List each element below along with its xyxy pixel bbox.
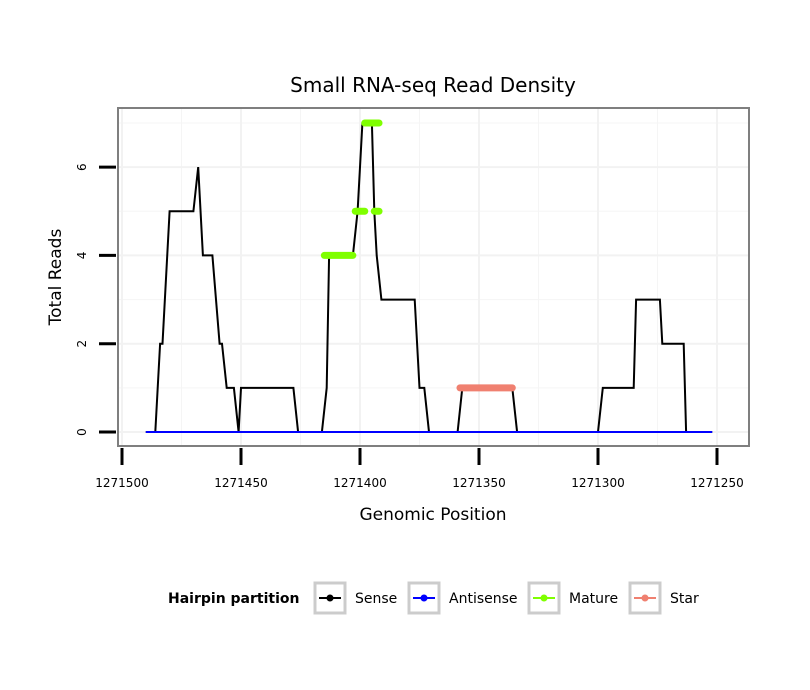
- plot-panel-border: [117, 107, 750, 447]
- chart-title: Small RNA-seq Read Density: [290, 73, 576, 97]
- legend-key-dot-star: [641, 594, 649, 602]
- x-tick-label: 1271400: [333, 476, 386, 490]
- legend-label-sense: Sense: [355, 591, 397, 607]
- x-axis: 1271500 1271450 1271400 1271350 1271300 12712…: [95, 448, 744, 490]
- plot-panel: [118, 108, 749, 446]
- x-tick-label: 1271300: [571, 476, 624, 490]
- minor-gridlines: [118, 108, 749, 446]
- legend-key-dot-mature: [540, 594, 548, 602]
- x-tick-label: 1271250: [690, 476, 743, 490]
- legend-label-star: Star: [670, 591, 699, 607]
- legend-key-dot-sense: [326, 594, 334, 602]
- legend-title: Hairpin partition: [168, 591, 299, 607]
- y-tick-label: 2: [75, 340, 89, 348]
- x-tick-label: 1271500: [95, 476, 148, 490]
- x-tick-label: 1271350: [452, 476, 505, 490]
- y-tick-label: 4: [75, 252, 89, 260]
- x-axis-title: Genomic Position: [359, 505, 506, 525]
- y-tick-label: 0: [75, 428, 89, 436]
- y-tick-label: 6: [75, 163, 89, 171]
- series-line-sense: [145, 122, 713, 433]
- x-tick-label: 1271450: [214, 476, 267, 490]
- legend: Hairpin partition Sense Antisense Mature St…: [168, 581, 699, 615]
- y-axis: 0 2 4 6: [75, 163, 116, 436]
- series-layer: [145, 119, 713, 433]
- legend-label-mature: Mature: [569, 591, 618, 607]
- legend-key-dot-antisense: [420, 594, 428, 602]
- y-axis-title: Total Reads: [46, 229, 66, 327]
- legend-label-antisense: Antisense: [449, 591, 518, 607]
